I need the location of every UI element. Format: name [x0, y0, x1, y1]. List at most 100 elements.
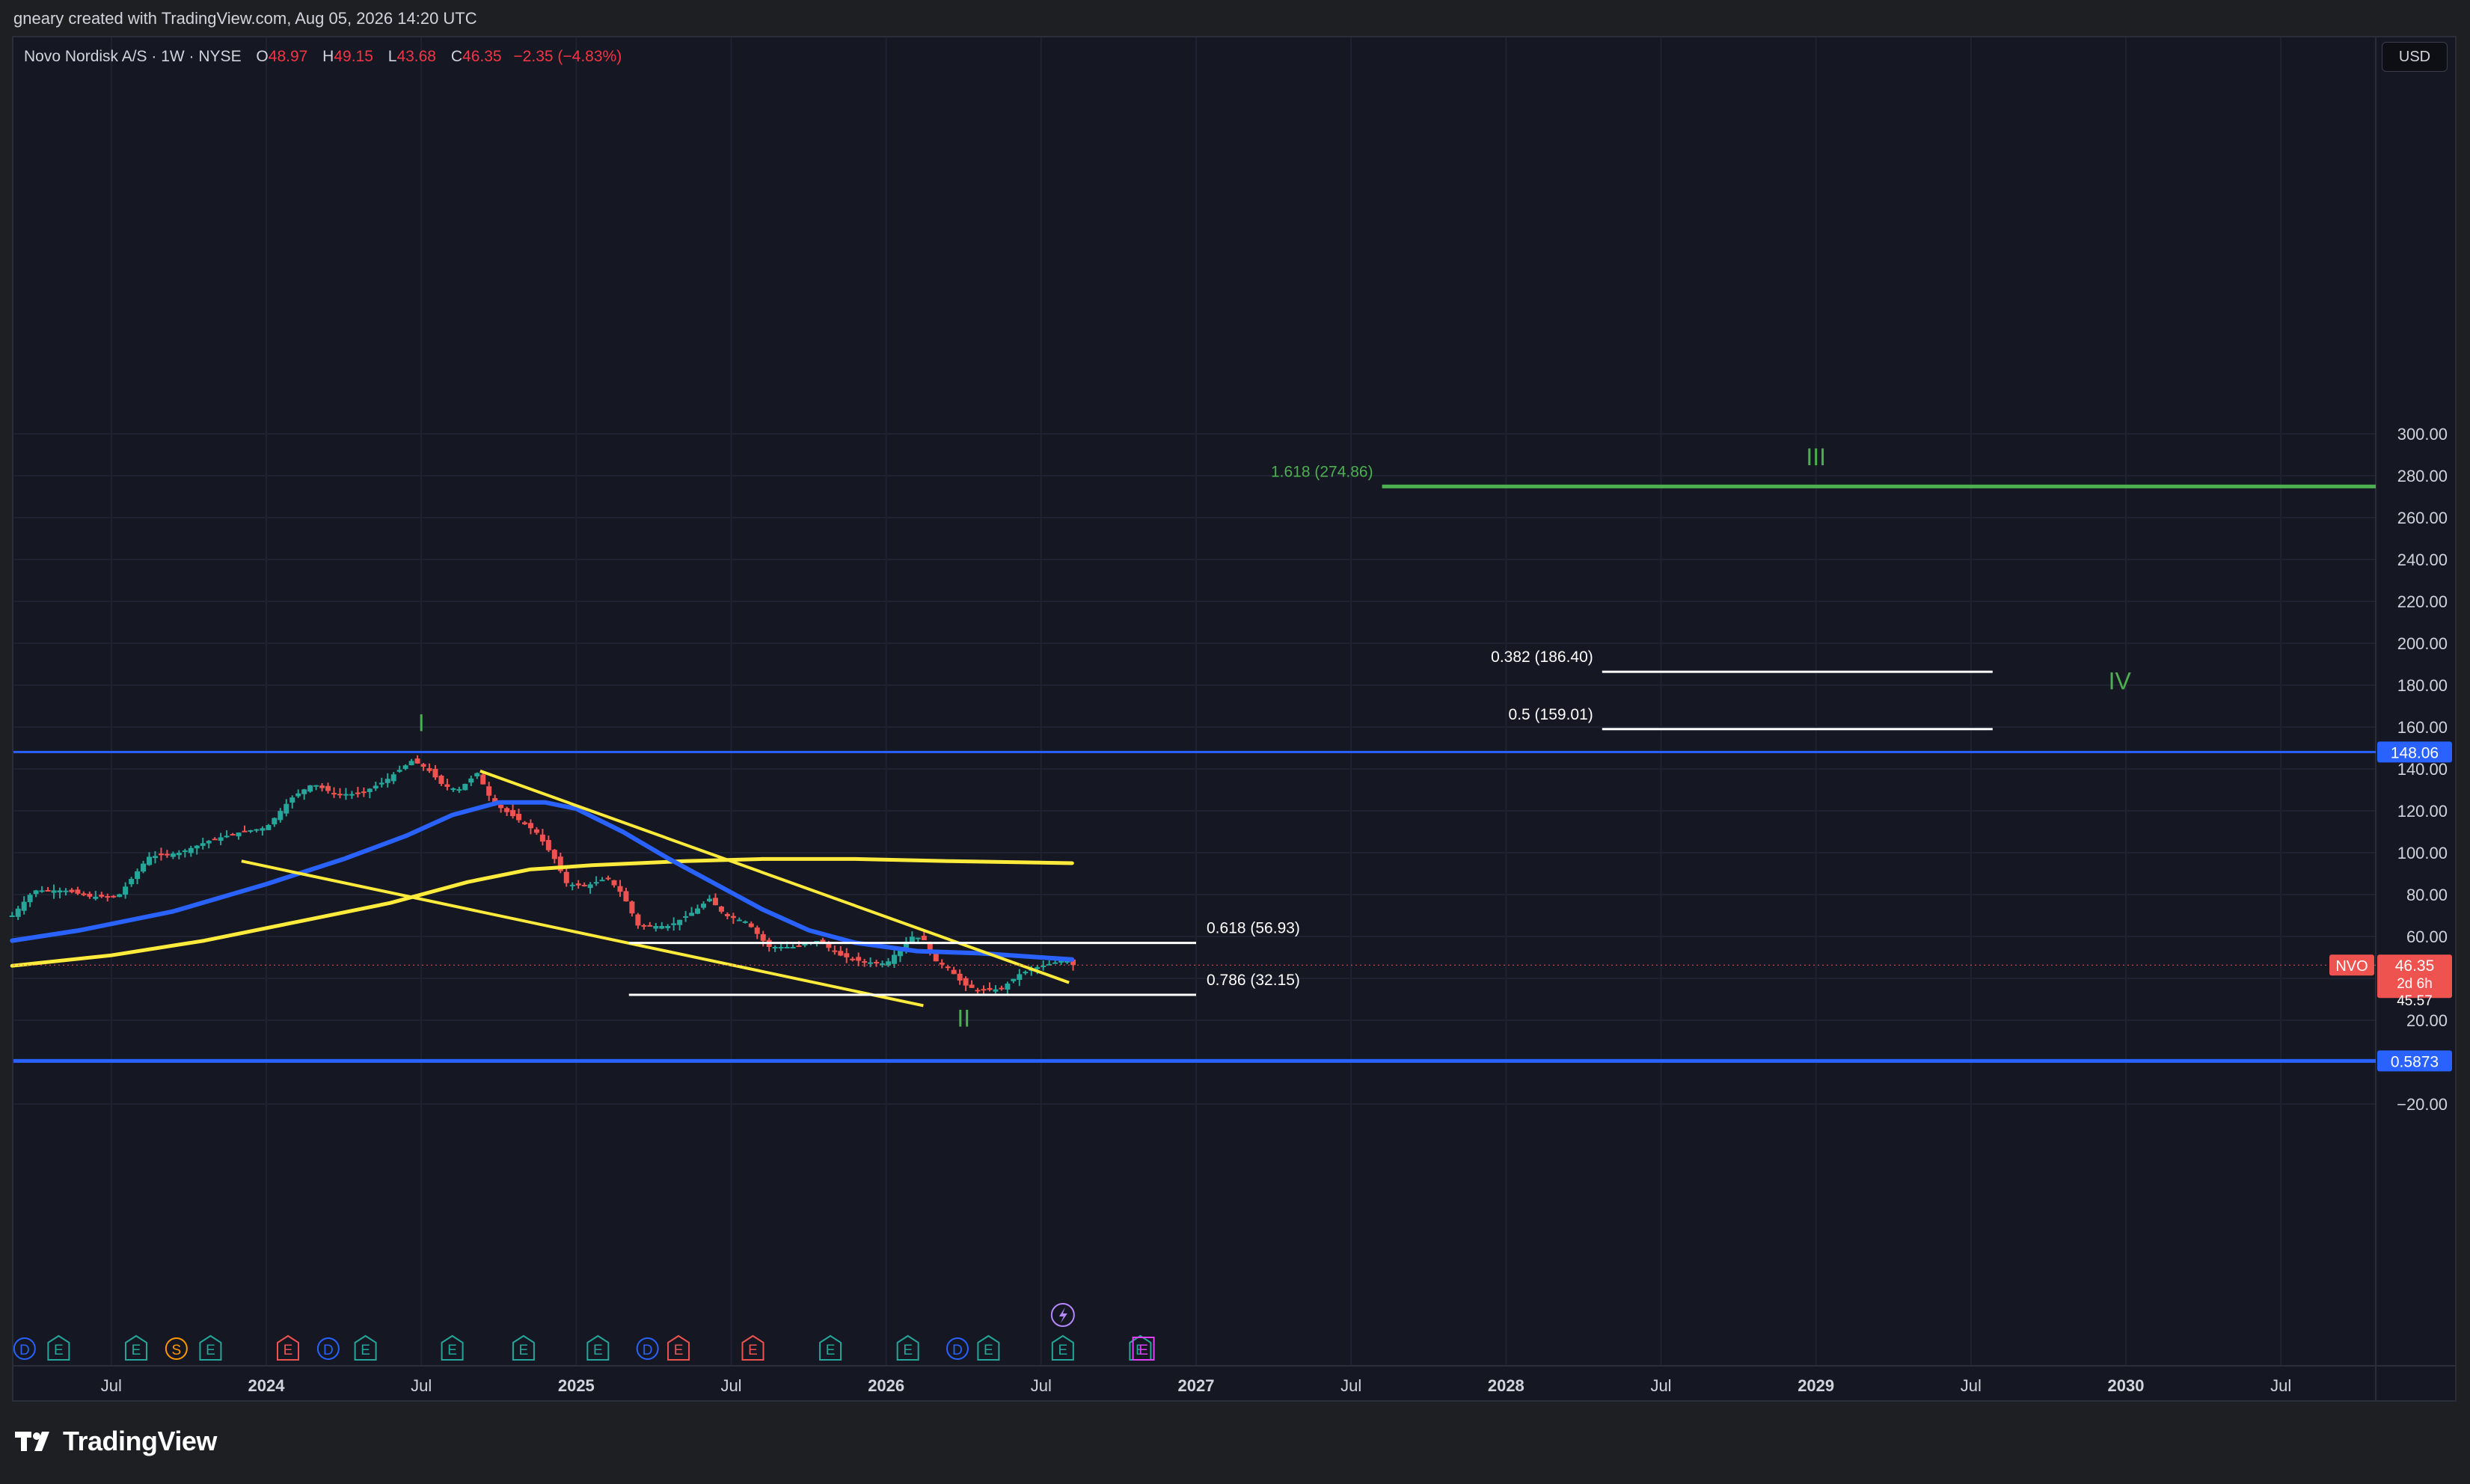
- candle-body[interactable]: [605, 877, 611, 880]
- candle-body[interactable]: [408, 761, 414, 766]
- candle-body[interactable]: [301, 789, 307, 794]
- candle-body[interactable]: [27, 895, 33, 903]
- candle-body[interactable]: [206, 841, 212, 844]
- candle-body[interactable]: [236, 833, 242, 837]
- candle-body[interactable]: [856, 957, 862, 961]
- candle-body[interactable]: [724, 913, 730, 916]
- candle-body[interactable]: [635, 914, 641, 926]
- candle-body[interactable]: [653, 926, 659, 929]
- candle-body[interactable]: [272, 818, 278, 825]
- earnings-event-icon[interactable]: [512, 1334, 535, 1361]
- candle-body[interactable]: [444, 784, 450, 787]
- candle-body[interactable]: [194, 845, 200, 849]
- candle-body[interactable]: [981, 989, 987, 991]
- candle-body[interactable]: [1005, 983, 1011, 990]
- candle-body[interactable]: [1046, 963, 1052, 966]
- candle-body[interactable]: [951, 969, 957, 975]
- candle-body[interactable]: [611, 880, 617, 886]
- candle-body[interactable]: [164, 853, 170, 856]
- candle-body[interactable]: [63, 890, 69, 892]
- candle-body[interactable]: [325, 785, 331, 791]
- candle-body[interactable]: [212, 838, 218, 841]
- candle-body[interactable]: [396, 770, 402, 772]
- candle-body[interactable]: [45, 889, 51, 892]
- candle-body[interactable]: [284, 803, 289, 814]
- candle-body[interactable]: [15, 908, 21, 917]
- candle-body[interactable]: [897, 948, 903, 957]
- candle-body[interactable]: [868, 962, 874, 964]
- candle-body[interactable]: [420, 764, 426, 767]
- candle-body[interactable]: [862, 961, 868, 963]
- candle-body[interactable]: [557, 856, 563, 871]
- candle-body[interactable]: [957, 973, 963, 981]
- candle-body[interactable]: [313, 785, 319, 787]
- candle-body[interactable]: [712, 898, 718, 906]
- candle-body[interactable]: [99, 895, 105, 897]
- candle-body[interactable]: [474, 773, 480, 776]
- candle-body[interactable]: [438, 776, 444, 784]
- earnings-event-icon[interactable]: [199, 1334, 222, 1361]
- candle-body[interactable]: [701, 904, 707, 908]
- candle-body[interactable]: [1041, 965, 1046, 967]
- dividend-event-icon[interactable]: [636, 1337, 659, 1360]
- candle-body[interactable]: [432, 768, 438, 778]
- earnings-event-icon[interactable]: [124, 1334, 147, 1361]
- candle-body[interactable]: [373, 785, 379, 789]
- candle-body[interactable]: [307, 785, 313, 792]
- earnings-event-icon[interactable]: [1051, 1334, 1074, 1361]
- earnings-event-icon[interactable]: [741, 1334, 764, 1361]
- candle-body[interactable]: [909, 936, 915, 942]
- candle-body[interactable]: [51, 890, 57, 893]
- candle-body[interactable]: [81, 893, 87, 895]
- candle-body[interactable]: [9, 916, 15, 917]
- candle-body[interactable]: [593, 882, 599, 884]
- currency-button[interactable]: USD: [2382, 42, 2448, 72]
- candle-body[interactable]: [647, 925, 653, 927]
- candle-body[interactable]: [1011, 978, 1017, 981]
- candle-body[interactable]: [880, 963, 886, 966]
- candle-body[interactable]: [39, 890, 45, 892]
- candle-body[interactable]: [278, 811, 284, 821]
- upcoming-earnings-icon[interactable]: [1132, 1337, 1155, 1361]
- candle-body[interactable]: [379, 782, 384, 785]
- candle-body[interactable]: [224, 835, 230, 838]
- candle-body[interactable]: [617, 886, 623, 892]
- candle-body[interactable]: [331, 793, 337, 795]
- candle-body[interactable]: [426, 767, 432, 771]
- candle-body[interactable]: [510, 810, 516, 817]
- candle-body[interactable]: [569, 884, 575, 886]
- candle-body[interactable]: [533, 829, 539, 833]
- candle-body[interactable]: [1064, 960, 1070, 963]
- candle-body[interactable]: [504, 808, 510, 812]
- candle-body[interactable]: [456, 789, 462, 791]
- candle-body[interactable]: [659, 926, 665, 929]
- candle-body[interactable]: [915, 937, 921, 939]
- candle-body[interactable]: [355, 792, 361, 794]
- candle-body[interactable]: [641, 925, 647, 927]
- candle-body[interactable]: [135, 871, 141, 880]
- candle-body[interactable]: [772, 947, 778, 948]
- candle-body[interactable]: [826, 943, 832, 948]
- candle-body[interactable]: [319, 785, 325, 788]
- candle-body[interactable]: [337, 794, 343, 796]
- dividend-event-icon[interactable]: [316, 1337, 340, 1360]
- candle-body[interactable]: [587, 884, 593, 889]
- candle-body[interactable]: [886, 961, 892, 966]
- candle-body[interactable]: [69, 889, 75, 892]
- candle-body[interactable]: [665, 926, 671, 928]
- candle-body[interactable]: [289, 797, 295, 803]
- candle-body[interactable]: [927, 942, 933, 954]
- candle-body[interactable]: [575, 883, 581, 886]
- candle-body[interactable]: [414, 758, 420, 764]
- candle-body[interactable]: [266, 825, 272, 830]
- candle-body[interactable]: [152, 856, 158, 859]
- candle-body[interactable]: [987, 987, 993, 990]
- candle-body[interactable]: [730, 916, 736, 919]
- candle-body[interactable]: [390, 774, 396, 782]
- candle-body[interactable]: [1017, 974, 1023, 980]
- candle-body[interactable]: [671, 923, 677, 925]
- candle-body[interactable]: [993, 989, 999, 992]
- earnings-event-icon[interactable]: [819, 1334, 842, 1361]
- candle-body[interactable]: [963, 978, 969, 986]
- candle-body[interactable]: [874, 961, 880, 963]
